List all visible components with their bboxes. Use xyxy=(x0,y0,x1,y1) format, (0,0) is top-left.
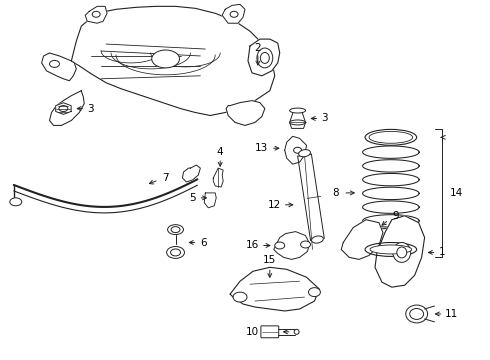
Text: 16: 16 xyxy=(245,240,259,251)
Polygon shape xyxy=(226,100,265,125)
Text: 12: 12 xyxy=(268,200,281,210)
Ellipse shape xyxy=(10,198,22,206)
Ellipse shape xyxy=(59,105,68,112)
Ellipse shape xyxy=(300,241,311,248)
Text: 15: 15 xyxy=(263,255,276,265)
Text: 9: 9 xyxy=(392,211,399,221)
Text: 4: 4 xyxy=(217,147,223,157)
Polygon shape xyxy=(248,39,280,76)
Text: 1: 1 xyxy=(439,247,446,257)
Text: 8: 8 xyxy=(332,188,339,198)
Text: 13: 13 xyxy=(255,143,269,153)
Polygon shape xyxy=(230,267,319,311)
Ellipse shape xyxy=(370,245,412,254)
Polygon shape xyxy=(72,6,275,116)
Ellipse shape xyxy=(260,53,270,63)
Ellipse shape xyxy=(275,242,285,249)
Ellipse shape xyxy=(257,48,273,68)
Polygon shape xyxy=(182,165,200,182)
Ellipse shape xyxy=(406,305,428,323)
Ellipse shape xyxy=(294,329,299,334)
Ellipse shape xyxy=(312,236,323,243)
Text: 5: 5 xyxy=(189,193,196,203)
Polygon shape xyxy=(204,193,216,208)
Text: 3: 3 xyxy=(87,104,94,113)
Polygon shape xyxy=(49,91,84,125)
Ellipse shape xyxy=(92,11,100,17)
Ellipse shape xyxy=(294,147,301,153)
Polygon shape xyxy=(56,103,71,114)
Text: 7: 7 xyxy=(162,173,169,183)
Ellipse shape xyxy=(309,288,320,297)
Ellipse shape xyxy=(290,108,306,113)
Text: 11: 11 xyxy=(445,309,458,319)
Ellipse shape xyxy=(298,150,311,157)
Ellipse shape xyxy=(230,11,238,17)
Text: 14: 14 xyxy=(450,188,463,198)
Ellipse shape xyxy=(49,60,59,67)
Ellipse shape xyxy=(171,227,180,233)
Polygon shape xyxy=(85,6,107,23)
Ellipse shape xyxy=(365,243,416,256)
Polygon shape xyxy=(222,4,245,23)
Text: 10: 10 xyxy=(245,327,259,337)
FancyBboxPatch shape xyxy=(261,326,279,338)
Polygon shape xyxy=(213,168,223,187)
Ellipse shape xyxy=(410,309,424,319)
Ellipse shape xyxy=(168,225,183,235)
Ellipse shape xyxy=(397,247,407,258)
Polygon shape xyxy=(274,231,310,260)
Ellipse shape xyxy=(167,247,184,258)
Text: 6: 6 xyxy=(200,238,207,248)
Text: 2: 2 xyxy=(255,43,261,53)
Ellipse shape xyxy=(152,50,179,68)
Polygon shape xyxy=(375,216,425,287)
Ellipse shape xyxy=(393,243,411,262)
Text: 3: 3 xyxy=(321,113,328,123)
Ellipse shape xyxy=(171,249,180,256)
Ellipse shape xyxy=(365,129,416,145)
Polygon shape xyxy=(290,111,306,129)
Polygon shape xyxy=(285,136,307,164)
Ellipse shape xyxy=(233,292,247,302)
Polygon shape xyxy=(341,220,383,260)
Ellipse shape xyxy=(369,131,413,143)
Ellipse shape xyxy=(290,120,306,125)
Polygon shape xyxy=(42,53,76,81)
